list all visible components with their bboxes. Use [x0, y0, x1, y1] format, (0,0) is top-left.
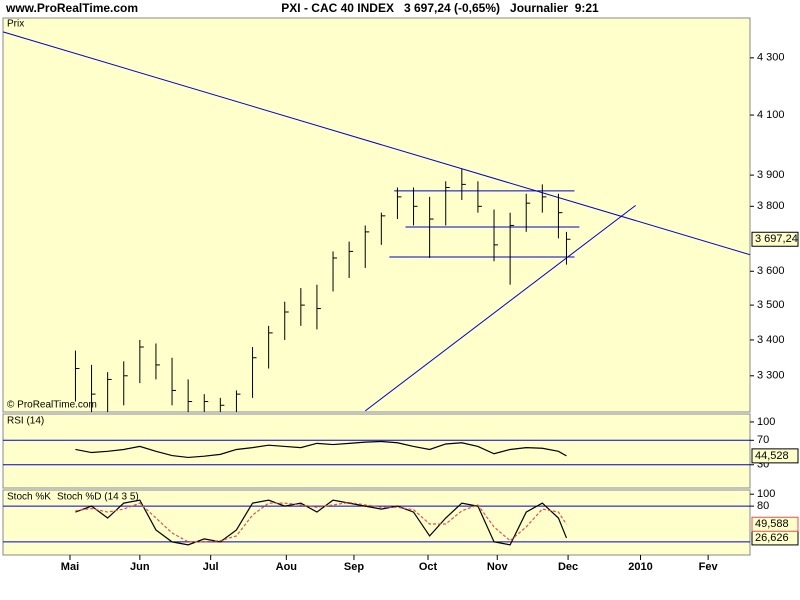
copyright: © ProRealTime.com [7, 400, 97, 411]
last-value-label: 49,588 [755, 518, 789, 530]
last-value-label: 26,626 [755, 532, 789, 544]
y-tick-label: 3 400 [757, 334, 785, 346]
chart-title: PXI - CAC 40 INDEX 3 697,24 (-0,65%) Jou… [281, 1, 599, 15]
last-value-label: 44,528 [755, 450, 789, 462]
y-tick-label: 3 800 [757, 200, 785, 212]
y-tick-label: 3 600 [757, 265, 785, 277]
x-tick-label: 2010 [628, 561, 652, 573]
stoch-panel [2, 489, 751, 556]
legend-entry: Stoch %K [7, 492, 51, 503]
x-tick-label: Dec [558, 561, 578, 573]
series-line [75, 440, 567, 459]
y-tick-label: 4 100 [757, 109, 785, 121]
y-tick-label: 80 [757, 500, 769, 512]
legend-entry: Stoch %D (14 3 5) [57, 492, 139, 503]
last-value-label: 3 697,24 [755, 233, 798, 245]
series-line [75, 501, 567, 543]
x-tick-label: Aou [276, 561, 297, 573]
y-tick-label: 100 [757, 488, 775, 500]
last-value-box [751, 516, 799, 532]
x-tick-label: Jul [203, 561, 219, 573]
y-tick-label: 100 [757, 416, 775, 428]
x-tick-label: Sep [344, 561, 364, 573]
last-value-box [751, 448, 799, 464]
x-tick-label: Mai [61, 561, 79, 573]
y-tick-label: 3 300 [757, 370, 785, 382]
trendline [2, 31, 751, 256]
y-tick-label: 3 900 [757, 169, 785, 181]
price-panel [2, 17, 751, 413]
trendline [364, 204, 636, 412]
panel-label: Prix [7, 19, 24, 30]
x-tick-label: Fev [699, 561, 719, 573]
y-tick-label: 3 500 [757, 299, 785, 311]
x-tick-label: Nov [487, 561, 509, 573]
x-tick-label: Jun [130, 561, 150, 573]
y-tick-label: 70 [757, 434, 769, 446]
last-value-box [751, 231, 799, 247]
y-tick-label: 4 300 [757, 52, 785, 64]
panel-label: RSI (14) [7, 416, 44, 427]
site: www.ProRealTime.com [5, 1, 138, 15]
x-tick-label: Oct [419, 561, 438, 573]
rsi-panel [2, 413, 751, 489]
